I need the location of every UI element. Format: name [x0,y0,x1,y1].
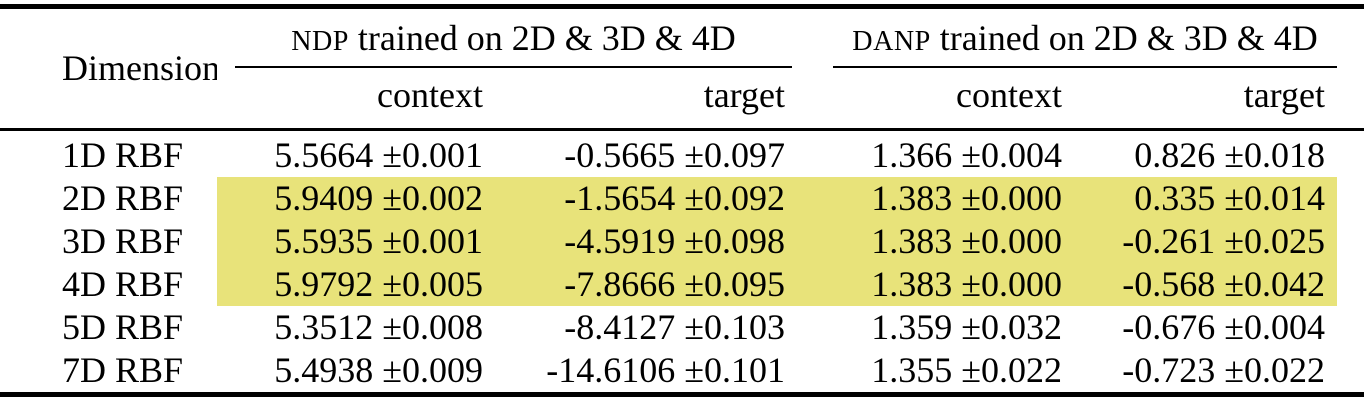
danp-target-value: 0.335 ±0.014 [1074,176,1337,220]
danp-smallcaps-label: DANP [852,26,931,57]
danp-target-value: 0.826 ±0.018 [1134,134,1325,175]
table-row: 4D RBF 5.9792 ±0.005 -7.8666 ±0.095 1.383 ±… [0,262,1364,306]
danp-context-value: 1.383 ±0.000 [797,176,1074,220]
dimension-cell: 5D RBF [62,306,184,347]
spacer-cell [1337,306,1364,349]
dimension-cell: 7D RBF [62,349,184,390]
spacer-cell [1337,129,1364,177]
danp-context-value: 1.366 ±0.004 [871,134,1062,175]
danp-group-label: DANP trained on 2D & 3D & 4D [833,18,1337,69]
danp-rest-label: trained on 2D & 3D & 4D [930,18,1318,58]
table-row: 5D RBF 5.3512 ±0.008 -8.4127 ±0.103 1.359 ±… [0,306,1364,349]
ndp-group-header: NDP trained on 2D & 3D & 4D [217,7,797,69]
ndp-smallcaps-label: NDP [291,26,349,57]
ndp-context-value: 5.5935 ±0.001 [217,219,495,263]
dimension-cell: 1D RBF [62,134,184,175]
dimension-cell: 4D RBF [62,263,184,304]
ndp-rest-label: trained on 2D & 3D & 4D [348,18,736,58]
danp-context-value: 1.383 ±0.000 [797,262,1074,306]
spacer-column [1337,7,1364,130]
danp-group-header: DANP trained on 2D & 3D & 4D [797,7,1337,69]
ndp-target-header: target [703,75,785,116]
ndp-target-value: -1.5654 ±0.092 [495,176,797,220]
spacer-cell [1337,177,1364,220]
table-body: 1D RBF 5.5664 ±0.001 -0.5665 ±0.097 1.366 ±… [0,129,1364,394]
ndp-group-label: NDP trained on 2D & 3D & 4D [235,18,792,69]
ndp-context-value: 5.9792 ±0.005 [217,262,495,306]
danp-context-value: 1.383 ±0.000 [797,219,1074,263]
table-row: 3D RBF 5.5935 ±0.001 -4.5919 ±0.098 1.383 ±… [0,219,1364,263]
ndp-target-value: -7.8666 ±0.095 [495,262,797,306]
danp-target-value: -0.723 ±0.022 [1122,349,1325,390]
subcolumn-header-row: context target context target [0,68,1364,129]
dimension-cell: 3D RBF [62,220,184,261]
table-row: 2D RBF 5.9409 ±0.002 -1.5654 ±0.092 1.383 ±… [0,176,1364,220]
ndp-target-value: -8.4127 ±0.103 [564,306,785,347]
spacer-cell [1337,220,1364,263]
ndp-context-value: 5.5664 ±0.001 [274,134,483,175]
dimension-cell: 2D RBF [62,177,184,218]
dimension-column-header: Dimension [62,47,217,88]
ndp-context-value: 5.3512 ±0.008 [274,306,483,347]
danp-context-value: 1.355 ±0.022 [871,349,1062,390]
danp-context-header: context [956,75,1062,116]
table-row: 7D RBF 5.4938 ±0.009 -14.6106 ±0.101 1.355 … [0,349,1364,395]
table-row: 1D RBF 5.5664 ±0.001 -0.5665 ±0.097 1.366 ±… [0,129,1364,177]
danp-target-value: -0.568 ±0.042 [1074,262,1337,306]
ndp-context-value: 5.9409 ±0.002 [217,176,495,220]
ndp-target-value: -4.5919 ±0.098 [495,219,797,263]
ndp-context-value: 5.4938 ±0.009 [274,349,483,390]
ndp-target-value: -0.5665 ±0.097 [564,134,785,175]
group-header-row: Dimension NDP trained on 2D & 3D & 4D DA… [0,7,1364,88]
spacer-cell [1337,263,1364,306]
table-header: Dimension NDP trained on 2D & 3D & 4D DA… [0,7,1364,130]
results-table: Dimension NDP trained on 2D & 3D & 4D DA… [0,4,1364,397]
danp-target-value: -0.261 ±0.025 [1074,219,1337,263]
ndp-target-value: -14.6106 ±0.101 [546,349,785,390]
danp-target-header: target [1243,75,1325,116]
danp-context-value: 1.359 ±0.032 [871,306,1062,347]
ndp-context-header: context [377,75,483,116]
danp-target-value: -0.676 ±0.004 [1122,306,1325,347]
spacer-cell [1337,349,1364,395]
